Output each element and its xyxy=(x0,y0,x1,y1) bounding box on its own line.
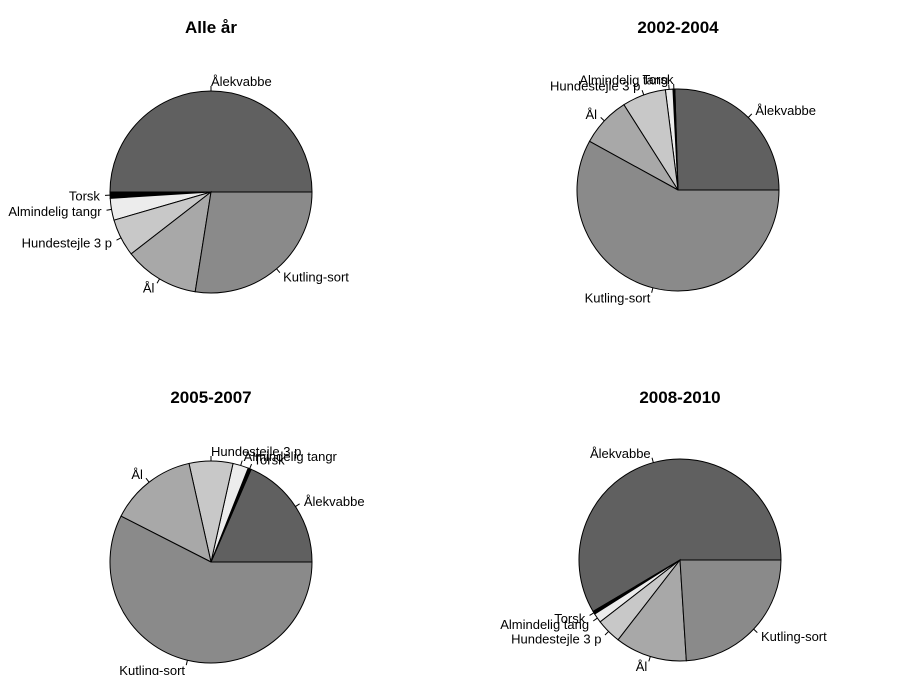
pie-slice-alekvabbe xyxy=(674,88,780,191)
slice-label-kutling-sort: Kutling-sort xyxy=(283,269,349,284)
pie-slice-kutling-sort xyxy=(576,140,780,292)
pie-slice-alekvabbe xyxy=(109,90,313,193)
slice-label-al: Ål xyxy=(143,281,155,296)
pie-slice-alekvabbe xyxy=(210,468,313,563)
slice-label-hundestejle-3-p: Hundestejle 3 p xyxy=(550,78,640,93)
leader-line xyxy=(156,278,161,284)
slice-label-alekvabbe: Ålekvabbe xyxy=(304,494,365,509)
leader-line xyxy=(641,90,645,96)
leader-line xyxy=(106,208,112,211)
leader-line xyxy=(116,237,122,241)
slice-label-al: Ål xyxy=(131,467,143,482)
leader-line xyxy=(145,477,150,483)
slice-label-kutling-sort: Kutling-sort xyxy=(761,629,827,644)
chart-title: 2005-2007 xyxy=(170,388,251,407)
slice-label-al: Ål xyxy=(636,659,648,674)
slice-label-alekvabbe: Ålekvabbe xyxy=(590,446,651,461)
pie-slice-al xyxy=(120,462,212,563)
leader-line xyxy=(747,113,753,118)
leader-line xyxy=(604,631,609,636)
leader-line xyxy=(600,117,605,122)
leader-line xyxy=(185,660,188,666)
slice-label-almindelig-tang: Almindelig tang xyxy=(579,72,668,87)
slice-label-almindelig-tang: Almindelig tang xyxy=(500,617,589,632)
leader-line xyxy=(276,268,281,273)
slice-label-torsk: Torsk xyxy=(554,611,586,626)
leader-line xyxy=(648,656,651,662)
pie-slice-kutling-sort xyxy=(679,559,782,662)
leader-line xyxy=(249,463,253,469)
chart-title: 2008-2010 xyxy=(639,388,720,407)
slice-label-almindelig-tangr: Almindelig tangr xyxy=(244,449,338,464)
slice-label-alekvabbe: Ålekvabbe xyxy=(755,103,816,118)
chart-title: Alle år xyxy=(185,18,237,37)
slice-label-torsk: Torsk xyxy=(642,72,674,87)
pie-slice-al xyxy=(617,558,687,662)
slice-label-kutling-sort: Kutling-sort xyxy=(119,663,185,675)
slice-label-al: Ål xyxy=(585,107,597,122)
slice-label-hundestejle-3-p: Hundestejle 3 p xyxy=(511,632,601,647)
leader-line xyxy=(589,612,595,616)
slice-label-torsk: Torsk xyxy=(254,452,286,467)
leader-line xyxy=(651,287,654,293)
leader-line xyxy=(592,617,598,622)
slice-label-hundestejle-3-p: Hundestejle 3 p xyxy=(211,444,301,459)
chart-title: 2002-2004 xyxy=(637,18,719,37)
slice-label-torsk: Torsk xyxy=(69,188,101,203)
leader-line xyxy=(753,628,758,633)
slice-label-hundestejle-3-p: Hundestejle 3 p xyxy=(22,235,112,250)
pie-slice-alekvabbe xyxy=(578,458,782,613)
slice-label-kutling-sort: Kutling-sort xyxy=(585,291,651,306)
leader-line xyxy=(651,457,654,463)
leader-line xyxy=(240,460,243,466)
slice-label-almindelig-tangr: Almindelig tangr xyxy=(8,204,102,219)
slice-label-alekvabbe: Ålekvabbe xyxy=(211,74,272,89)
pie-slice-kutling-sort xyxy=(194,191,313,294)
leader-line xyxy=(295,503,300,507)
